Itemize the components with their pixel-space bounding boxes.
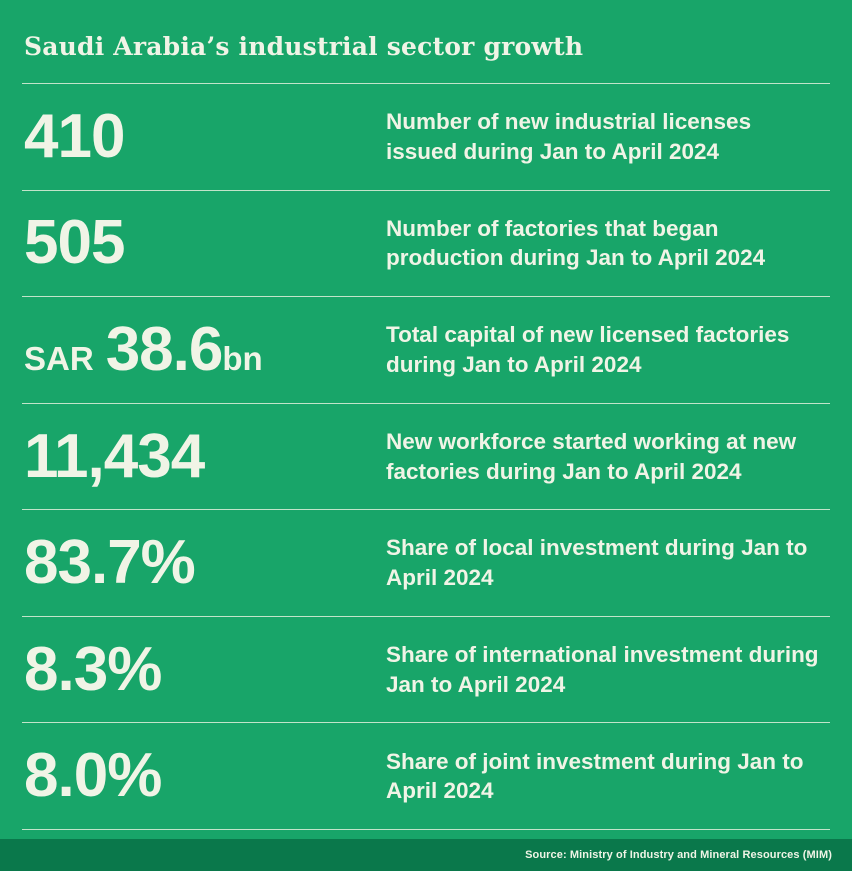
page-title: Saudi Arabia’s industrial sector growth: [24, 32, 584, 61]
stat-description: Share of local investment during Jan to …: [386, 535, 808, 591]
stat-value: 83.7%: [22, 532, 386, 594]
stat-value: 11,434: [22, 425, 386, 488]
stat-description: Number of factories that began productio…: [386, 215, 766, 271]
stat-row-factories: 505 Number of factories that began produ…: [22, 191, 830, 298]
stat-value: 8.0%: [22, 745, 386, 807]
stat-number: 505: [24, 208, 125, 278]
stat-row-international-investment: 8.3% Share of international investment d…: [22, 617, 830, 724]
stat-rows: 410 Number of new industrial licenses is…: [22, 83, 830, 831]
header: Saudi Arabia’s industrial sector growth: [0, 0, 852, 83]
stat-row-capital: SAR 38.6bn Total capital of new licensed …: [22, 297, 830, 404]
stat-description: Share of joint investment during Jan to …: [386, 748, 804, 804]
source-text: Source: Ministry of Industry and Mineral…: [525, 849, 832, 861]
stat-row-workforce: 11,434 New workforce started working at …: [22, 404, 830, 511]
stat-number: 410: [24, 101, 125, 171]
stat-number: 8.3%: [24, 634, 162, 704]
stat-number: 83.7%: [24, 528, 196, 598]
stat-value: 410: [22, 105, 386, 168]
source-bar: Source: Ministry of Industry and Mineral…: [0, 839, 852, 871]
stat-description: Share of international investment during…: [386, 641, 819, 697]
stat-value: 8.3%: [22, 638, 386, 701]
stat-prefix: SAR: [24, 339, 94, 377]
stat-number: 38.6: [105, 314, 224, 384]
stat-row-licenses: 410 Number of new industrial licenses is…: [22, 84, 830, 191]
stat-row-local-investment: 83.7% Share of local investment during J…: [22, 510, 830, 617]
stat-description: New workforce started working at new fac…: [386, 428, 797, 484]
stat-description: Number of new industrial licenses issued…: [386, 109, 752, 164]
stat-number: 11,434: [24, 421, 205, 491]
stat-value: 505: [22, 212, 386, 274]
stat-value: SAR 38.6bn: [22, 318, 386, 381]
stat-row-joint-investment: 8.0% Share of joint investment during Ja…: [22, 723, 830, 831]
stat-suffix: bn: [222, 339, 263, 377]
stat-description: Total capital of new licensed factories …: [386, 322, 790, 377]
stat-number: 8.0%: [24, 741, 162, 811]
